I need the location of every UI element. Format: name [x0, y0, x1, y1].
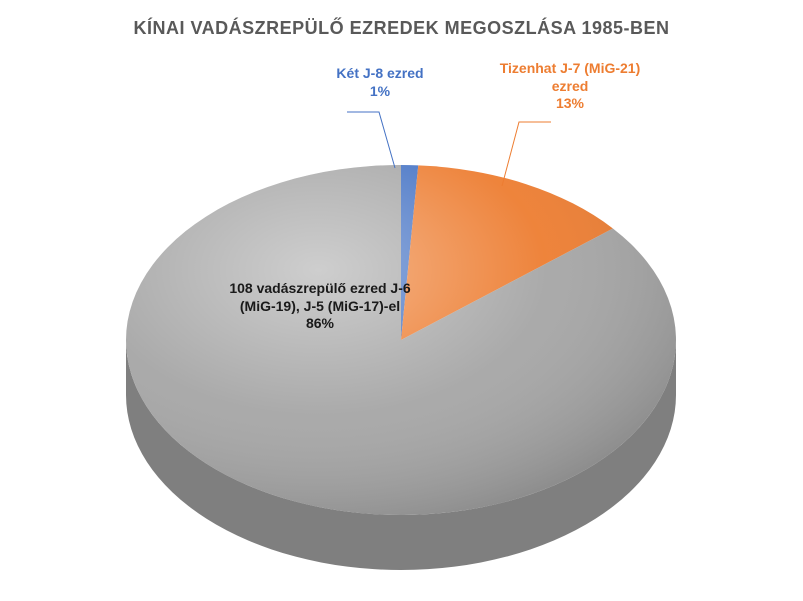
slice-label-pct-j7: 13% [470, 95, 670, 113]
slice-label-j7: Tizenhat J-7 (MiG-21) ezred13% [470, 60, 670, 113]
slice-label-pct-j6j5: 86% [170, 315, 470, 333]
leader-j7 [502, 122, 551, 186]
slice-label-j6j5: 108 vadászrepülő ezred J-6 (MiG-19), J-5… [170, 280, 470, 333]
slice-label-name-j7: Tizenhat J-7 (MiG-21) ezred [470, 60, 670, 95]
slice-label-name-j8: Két J-8 ezred [310, 65, 450, 83]
slice-label-pct-j8: 1% [310, 83, 450, 101]
slice-label-j8: Két J-8 ezred1% [310, 65, 450, 100]
pie-shine [126, 165, 676, 515]
slice-label-name-j6j5: 108 vadászrepülő ezred J-6 (MiG-19), J-5… [170, 280, 470, 315]
leader-j8 [347, 112, 395, 168]
pie-chart-3d: KÍNAI VADÁSZREPÜLŐ EZREDEK MEGOSZLÁSA 19… [0, 0, 803, 601]
